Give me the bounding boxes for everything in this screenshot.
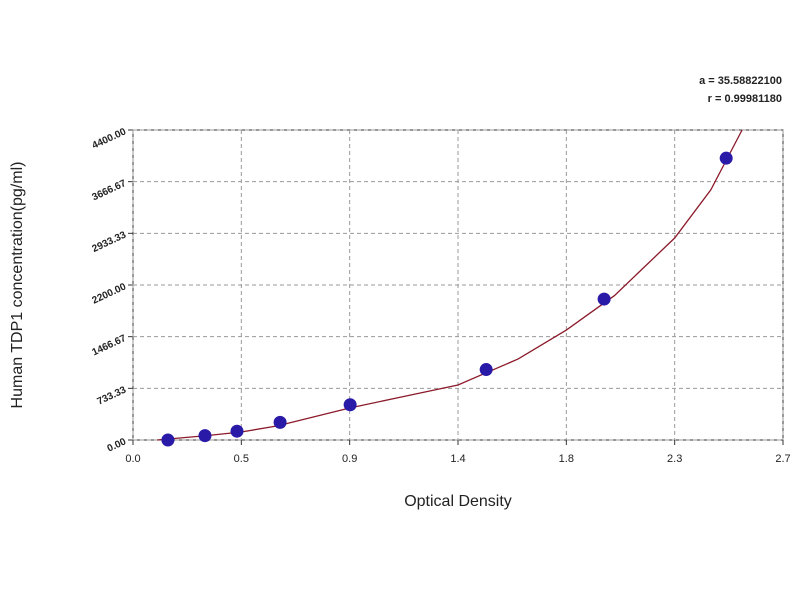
data-point	[479, 363, 493, 377]
y-tick-label: 2933.33	[91, 230, 129, 255]
y-tick-label: 2200.00	[91, 281, 129, 306]
x-tick-label: 1.4	[450, 453, 465, 465]
data-point	[273, 415, 287, 429]
annotation: a = 35.58822100	[699, 75, 782, 87]
y-tick-label: 733.33	[96, 385, 129, 408]
x-tick-label: 1.8	[559, 453, 574, 465]
x-tick-label: 0.5	[234, 453, 249, 465]
x-tick-label: 0.0	[125, 453, 140, 465]
x-tick-label: 2.3	[667, 453, 682, 465]
x-tick-label: 0.9	[342, 453, 357, 465]
data-point	[198, 429, 212, 443]
y-tick-label: 1466.67	[91, 333, 129, 358]
y-tick-label: 4400.00	[91, 126, 129, 151]
data-point	[161, 433, 175, 447]
y-tick-label: 3666.67	[91, 178, 129, 203]
x-tick-label: 2.7	[775, 453, 790, 465]
data-point	[230, 424, 244, 438]
x-axis-label: Optical Density	[404, 493, 512, 510]
data-point	[343, 398, 357, 412]
annotation: r = 0.99981180	[708, 93, 782, 105]
y-tick-label: 0.00	[106, 436, 129, 454]
data-point	[597, 292, 611, 306]
data-point	[719, 151, 733, 165]
y-axis-label: Human TDP1 concentration(pg/ml)	[9, 162, 26, 409]
